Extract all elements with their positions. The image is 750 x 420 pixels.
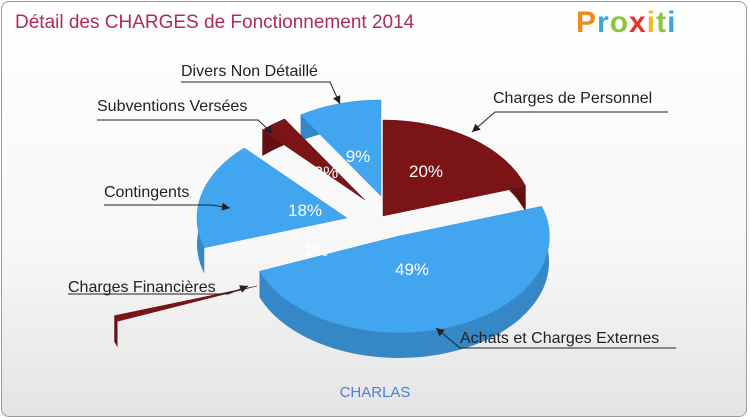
percent-label: 9% — [346, 147, 371, 166]
slice-label: Charges de Personnel — [493, 90, 652, 107]
pie-slice — [300, 99, 382, 197]
proxiti-logo: Proxiti — [576, 6, 676, 40]
slice-label: Charges Financières — [68, 279, 216, 296]
pie-slice — [382, 119, 527, 217]
percent-label: 1% — [304, 241, 329, 260]
pie-tops — [113, 99, 550, 333]
pie-slice — [261, 118, 366, 201]
callout-labels: Charges de Personnel Achats et Charges Ex… — [68, 63, 676, 349]
percent-labels: 20% 49% 1% 18% 3% 9% — [288, 147, 443, 279]
logo-letter: i — [646, 6, 657, 39]
pie-slice-side — [114, 315, 118, 348]
callout-line — [97, 119, 274, 135]
pie-slice — [196, 147, 348, 248]
slice-label: Subventions Versées — [97, 98, 247, 115]
callout-arrow — [239, 285, 248, 293]
slice-label: Achats et Charges Externes — [460, 330, 659, 347]
percent-label: 20% — [409, 162, 443, 181]
logo-letter: t — [656, 6, 668, 39]
callout-arrow — [436, 328, 445, 337]
percent-label: 49% — [395, 260, 429, 279]
pie-slice — [113, 285, 258, 322]
callout-arrow — [264, 125, 273, 134]
callout-line — [181, 81, 341, 105]
callout-arrow — [333, 95, 341, 104]
callout-line — [471, 111, 668, 133]
callout-line — [435, 327, 676, 349]
percent-label: 18% — [288, 201, 322, 220]
logo-letter: P — [576, 6, 598, 39]
slice-label: Divers Non Détaillé — [181, 63, 318, 80]
callout-arrow — [221, 202, 230, 211]
logo-letter: r — [597, 6, 610, 39]
slice-label: Contingents — [104, 184, 189, 201]
commune-name: CHARLAS — [339, 384, 411, 401]
percent-label: 3% — [314, 163, 339, 182]
logo-letter: i — [667, 6, 677, 39]
logo-letter: x — [629, 6, 647, 39]
pie-slice — [259, 206, 550, 333]
chart-title: Détail des CHARGES de Fonctionnement 201… — [15, 12, 415, 33]
callout-arrow — [472, 123, 481, 132]
pie-slice-side — [259, 206, 549, 358]
logo-letter: o — [609, 6, 630, 39]
